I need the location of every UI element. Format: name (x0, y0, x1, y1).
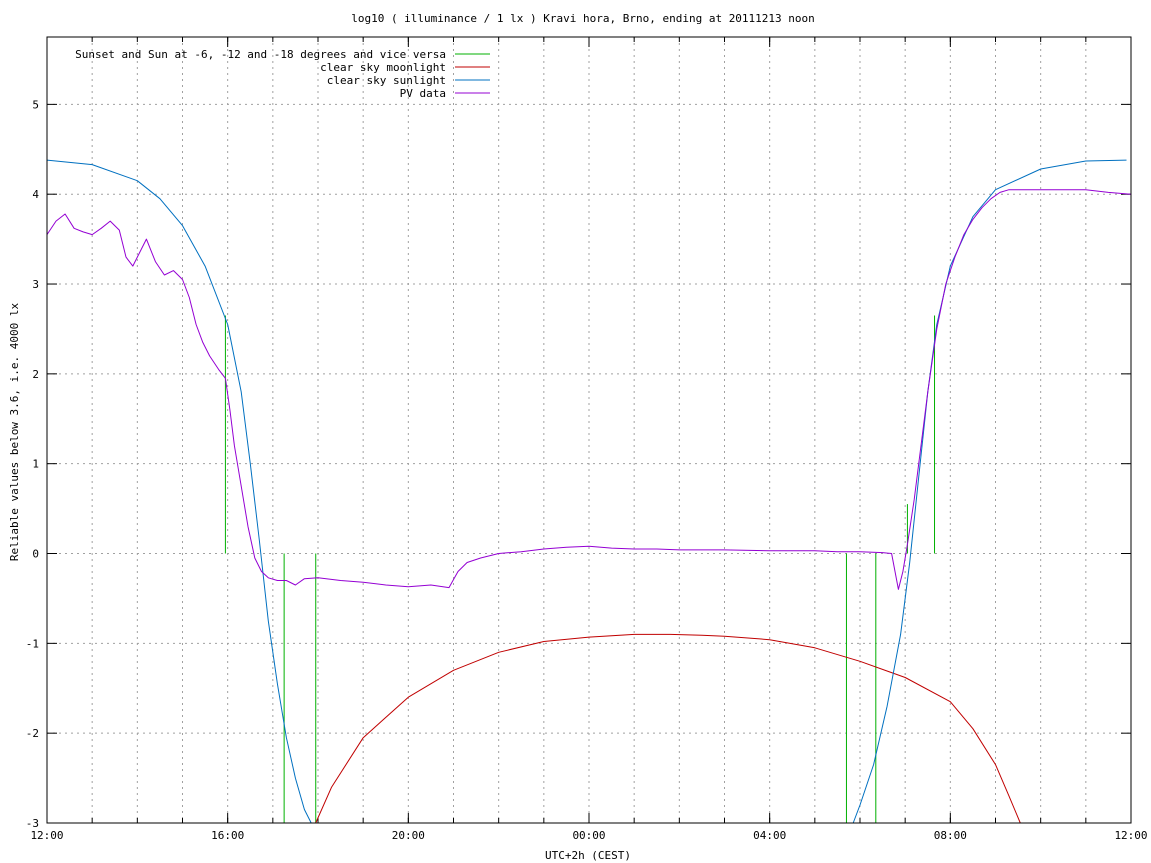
plot-frame (46, 36, 1132, 824)
series-pv-data (46, 189, 1132, 590)
chart-title: log10 ( illuminance / 1 lx ) Kravi hora,… (351, 12, 815, 25)
y-tick-label: 1 (32, 458, 39, 471)
x-tick-label: 16:00 (211, 829, 244, 842)
y-tick-label: 4 (32, 188, 39, 201)
y-tick-label: 3 (32, 278, 39, 291)
y-tick-label: -1 (26, 637, 39, 650)
x-axis-label: UTC+2h (CEST) (545, 849, 631, 862)
legend: Sunset and Sun at -6, -12 and -18 degree… (75, 48, 490, 100)
series-sunset-and-sun-at-6-12-and-18-degrees-and-vice-versa (224, 315, 936, 823)
legend-label: clear sky moonlight (320, 61, 446, 74)
axis-ticks: 12:00 16:00 20:00 00:00 04:00 08:00 12:00-3-2-… (26, 37, 1148, 842)
y-tick-label: -3 (26, 817, 39, 830)
legend-label: clear sky sunlight (327, 74, 446, 87)
x-tick-label: 04:00 (753, 829, 786, 842)
y-tick-label: 0 (32, 548, 39, 561)
legend-label: Sunset and Sun at -6, -12 and -18 degree… (75, 48, 446, 61)
y-tick-label: 2 (32, 368, 39, 381)
x-tick-label: 12:00 (30, 829, 63, 842)
y-tick-label: -2 (26, 727, 39, 740)
x-tick-label: 20:00 (392, 829, 425, 842)
x-tick-label: 08:00 (934, 829, 967, 842)
x-tick-label: 00:00 (572, 829, 605, 842)
y-axis-label: Reliable values below 3.6, i.e. 4000 lx (8, 302, 21, 561)
grid (47, 37, 1131, 823)
x-tick-label: 12:00 (1114, 829, 1147, 842)
legend-label: PV data (400, 87, 446, 100)
y-tick-label: 5 (32, 98, 39, 111)
series-clear-sky-moonlight (315, 633, 1021, 824)
